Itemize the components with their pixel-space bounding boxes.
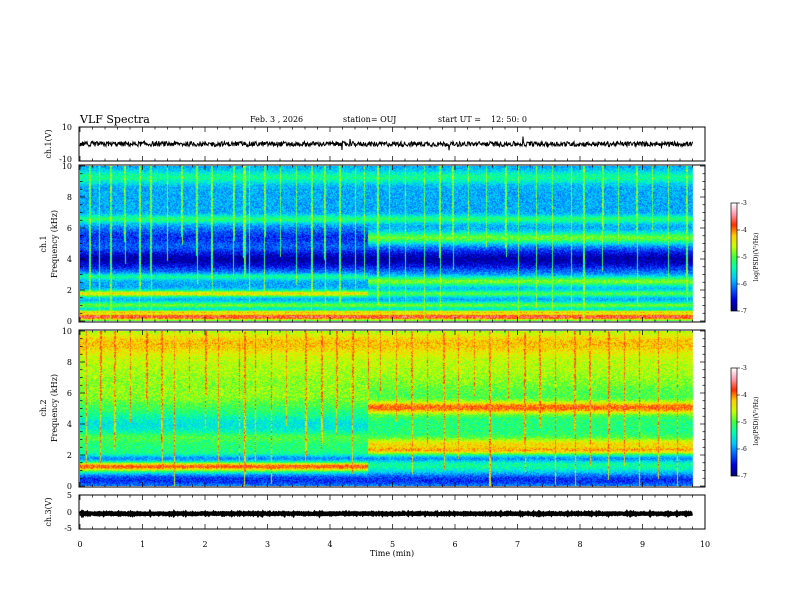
time-axis-label: Time (min) bbox=[370, 549, 414, 558]
ch2-colorbar-label: log(PSD)(V²/Hz) bbox=[753, 397, 760, 446]
time-tick-label: 3 bbox=[265, 540, 270, 549]
colorbar-tick-label: -5 bbox=[741, 419, 747, 426]
ch3-waveform-xticks bbox=[79, 495, 706, 529]
ch1-ytick-top: 10 bbox=[62, 123, 72, 132]
freq-tick-label: 4 bbox=[67, 255, 72, 264]
ch3-waveform-trace bbox=[78, 508, 694, 519]
freq-tick-label: 4 bbox=[67, 420, 72, 429]
ch1-waveform-frame bbox=[78, 126, 706, 162]
time-tick-label: 6 bbox=[452, 540, 457, 549]
freq-tick-label: 6 bbox=[67, 224, 72, 233]
ch2-spectrogram-xticks bbox=[79, 330, 706, 487]
ch2-spectrogram-panel: ch.2 Frequency (kHz) 0 2 4 6 8 10 -3 -4 -5 -6 -7 … bbox=[39, 327, 760, 491]
ch3-waveform-panel: ch.3(V) 5 0 -5 0 1 2 3 4 5 6 7 8 9 10 Time (min) bbox=[44, 491, 710, 558]
ch3-waveform-frame bbox=[78, 494, 706, 530]
colorbar-tick-label: -4 bbox=[741, 392, 747, 399]
colorbar-tick-label: -6 bbox=[741, 281, 747, 288]
ch2-colorbar: -3 -4 -5 -6 -7 log(PSD)(V²/Hz) bbox=[730, 365, 760, 480]
header-start-time: 12: 50: 0 bbox=[491, 115, 527, 124]
ch2-spectrogram-channel-label: ch.2 bbox=[39, 399, 48, 416]
ch1-colorbar-gradient bbox=[731, 203, 737, 311]
ch1-spectrogram-yticks: 0 2 4 6 8 10 bbox=[62, 162, 705, 326]
ch3-ytick-top: 5 bbox=[67, 491, 72, 500]
colorbar-tick-label: -6 bbox=[741, 446, 747, 453]
time-tick-label: 0 bbox=[77, 540, 82, 549]
ch1-spectrogram-ylabel: Frequency (kHz) bbox=[50, 210, 59, 278]
colorbar-tick-label: -4 bbox=[741, 227, 747, 234]
freq-tick-label: 10 bbox=[62, 162, 72, 171]
ch3-ytick-bottom: -5 bbox=[64, 524, 72, 533]
ch3-waveform-ylabel: ch.3(V) bbox=[44, 497, 53, 526]
ch1-spectrogram-channel-label: ch.1 bbox=[39, 235, 48, 252]
time-tick-label: 5 bbox=[390, 540, 395, 549]
ch1-colorbar-label: log(PSD)(V²/Hz) bbox=[753, 233, 760, 282]
ch1-colorbar-ticks: -3 -4 -5 -6 -7 bbox=[737, 200, 747, 315]
colorbar-tick-label: -3 bbox=[741, 200, 747, 207]
time-axis-tick-labels: 0 1 2 3 4 5 6 7 8 9 10 bbox=[77, 540, 710, 549]
header-station: station= OUJ bbox=[343, 115, 396, 124]
ch2-spectrogram-yticks: 0 2 4 6 8 10 bbox=[62, 327, 705, 491]
ch2-spectrogram-ylabel: Frequency (kHz) bbox=[50, 374, 59, 442]
ch1-waveform-panel: ch.1(V) 10 -10 bbox=[44, 123, 706, 164]
time-tick-label: 1 bbox=[140, 540, 145, 549]
time-tick-label: 9 bbox=[640, 540, 645, 549]
ch2-colorbar-ticks: -3 -4 -5 -6 -7 bbox=[737, 365, 747, 480]
header-start-label: start UT = bbox=[438, 115, 481, 124]
freq-tick-label: 8 bbox=[67, 193, 72, 202]
freq-tick-label: 0 bbox=[67, 317, 72, 326]
colorbar-tick-label: -3 bbox=[741, 365, 747, 372]
ch1-spectrogram-image bbox=[80, 166, 705, 321]
ch2-spectrogram-image bbox=[80, 331, 705, 486]
time-tick-label: 2 bbox=[202, 540, 207, 549]
ch2-colorbar-gradient bbox=[731, 368, 737, 476]
colorbar-tick-label: -7 bbox=[741, 308, 747, 315]
ch1-spectrogram-panel: ch.1 Frequency (kHz) 0 2 4 6 8 10 -3 -4 -5 -6 -7 … bbox=[39, 162, 760, 326]
freq-tick-label: 2 bbox=[67, 451, 72, 460]
header-date: Feb. 3 , 2026 bbox=[250, 115, 303, 124]
colorbar-tick-label: -5 bbox=[741, 254, 747, 261]
time-tick-label: 8 bbox=[577, 540, 582, 549]
ch3-ytick-middle: 0 bbox=[67, 508, 72, 517]
ch1-waveform-trace bbox=[79, 136, 693, 151]
freq-tick-label: 0 bbox=[67, 482, 72, 491]
time-tick-label: 10 bbox=[700, 540, 710, 549]
time-tick-label: 7 bbox=[515, 540, 520, 549]
freq-tick-label: 10 bbox=[62, 327, 72, 336]
colorbar-tick-label: -7 bbox=[741, 473, 747, 480]
ch1-waveform-ylabel: ch.1(V) bbox=[44, 129, 53, 158]
ch1-colorbar: -3 -4 -5 -6 -7 log(PSD)(V²/Hz) bbox=[730, 200, 760, 315]
freq-tick-label: 8 bbox=[67, 358, 72, 367]
time-tick-label: 4 bbox=[327, 540, 332, 549]
ch1-waveform-xticks bbox=[79, 127, 706, 161]
figure-title: VLF Spectra bbox=[79, 113, 150, 126]
freq-tick-label: 6 bbox=[67, 389, 72, 398]
freq-tick-label: 2 bbox=[67, 286, 72, 295]
ch1-ytick-bottom: -10 bbox=[59, 155, 72, 164]
ch1-spectrogram-xticks bbox=[79, 165, 706, 322]
